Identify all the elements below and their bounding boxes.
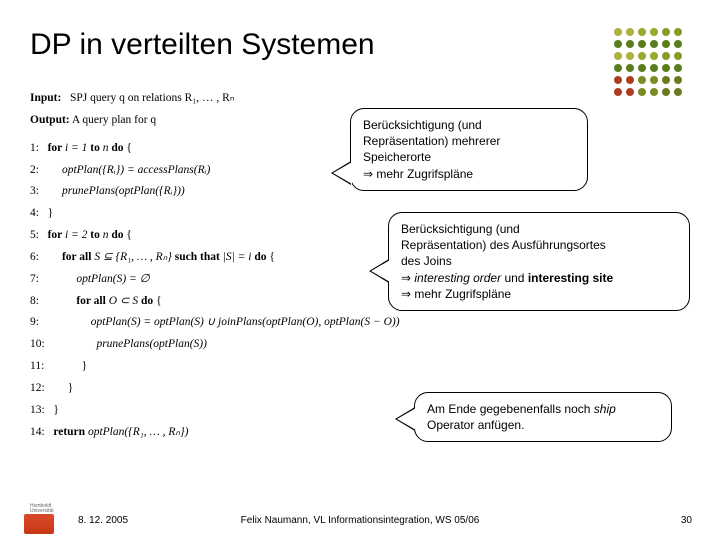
algo-line-4: 4: } (30, 203, 400, 225)
algo-output: Output: A query plan for q (30, 110, 400, 132)
algo-line-10: 10: prunePlans(optPlan(S)) (30, 334, 400, 356)
slide-title: DP in verteilten Systemen (30, 28, 375, 62)
callout1-line1: Berücksichtigung (und (363, 117, 575, 133)
callout-storage-locations: Berücksichtigung (und Repräsentation) me… (350, 108, 588, 191)
callout2-line5: ⇒ mehr Zugrifspläne (401, 286, 677, 302)
algo-line-13: 13: } (30, 400, 400, 422)
callout1-line4: ⇒ mehr Zugrifspläne (363, 166, 575, 182)
algo-input: Input: SPJ query q on relations R₁, … , … (30, 88, 400, 110)
algo-line-6: 6: for all S ⊆ {R₁, … , Rₙ} such that |S… (30, 247, 400, 269)
decorative-dots (614, 28, 684, 98)
callout2-line3: des Joins (401, 253, 677, 269)
university-logo: HumboldtUniversität (24, 504, 68, 534)
callout1-line3: Speicherorte (363, 149, 575, 165)
algorithm-block: Input: SPJ query q on relations R₁, … , … (30, 88, 400, 444)
callout1-line2: Repräsentation) mehrerer (363, 133, 575, 149)
algo-line-12: 12: } (30, 378, 400, 400)
callout2-line1: Berücksichtigung (und (401, 221, 677, 237)
algo-line-5: 5: for i = 2 to n do { (30, 225, 400, 247)
callout2-line2: Repräsentation) des Ausführungsortes (401, 237, 677, 253)
footer-attribution: Felix Naumann, VL Informationsintegratio… (241, 515, 480, 526)
footer-page-number: 30 (681, 515, 692, 526)
callout-execution-site: Berücksichtigung (und Repräsentation) de… (388, 212, 690, 311)
callout3-line: Am Ende gegebenenfalls noch ship Operato… (427, 401, 659, 433)
callout-ship-operator: Am Ende gegebenenfalls noch ship Operato… (414, 392, 672, 442)
footer-date: 8. 12. 2005 (78, 515, 128, 526)
callout2-line4: ⇒ interesting order und interesting site (401, 270, 677, 286)
algo-line-8: 8: for all O ⊂ S do { (30, 291, 400, 313)
algo-line-11: 11: } (30, 356, 400, 378)
algo-line-14: 14: return optPlan({R₁, … , Rₙ}) (30, 422, 400, 444)
algo-line-7: 7: optPlan(S) = ∅ (30, 269, 400, 291)
algo-line-9: 9: optPlan(S) = optPlan(S) ∪ joinPlans(o… (30, 312, 400, 334)
algo-line-1: 1: for i = 1 to n do { (30, 138, 400, 160)
